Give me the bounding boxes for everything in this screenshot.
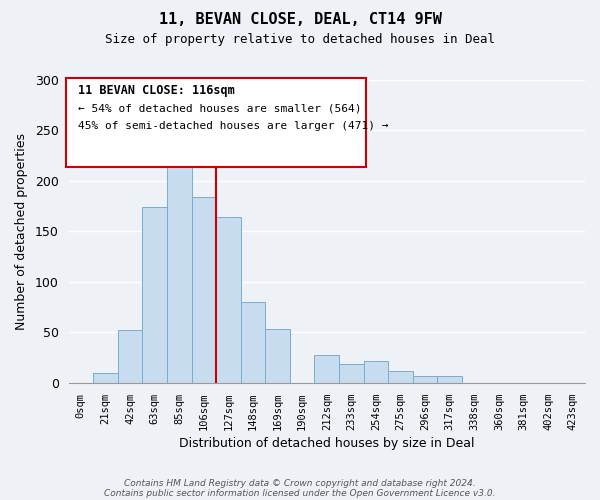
Text: Size of property relative to detached houses in Deal: Size of property relative to detached ho… — [105, 32, 495, 46]
Bar — [191, 197, 216, 383]
Bar — [413, 376, 437, 383]
Text: Contains HM Land Registry data © Crown copyright and database right 2024.: Contains HM Land Registry data © Crown c… — [124, 478, 476, 488]
Bar — [118, 330, 142, 383]
Bar — [93, 372, 118, 383]
Bar — [167, 156, 191, 383]
Bar — [216, 218, 241, 383]
Bar — [437, 376, 462, 383]
Text: ← 54% of detached houses are smaller (564): ← 54% of detached houses are smaller (56… — [77, 103, 361, 113]
Bar — [241, 302, 265, 383]
Bar — [265, 330, 290, 383]
Bar — [142, 207, 167, 383]
Text: 11, BEVAN CLOSE, DEAL, CT14 9FW: 11, BEVAN CLOSE, DEAL, CT14 9FW — [158, 12, 442, 28]
Bar — [364, 360, 388, 383]
Text: Contains public sector information licensed under the Open Government Licence v3: Contains public sector information licen… — [104, 488, 496, 498]
Bar — [314, 354, 339, 383]
Y-axis label: Number of detached properties: Number of detached properties — [15, 133, 28, 330]
X-axis label: Distribution of detached houses by size in Deal: Distribution of detached houses by size … — [179, 437, 475, 450]
Text: 45% of semi-detached houses are larger (471) →: 45% of semi-detached houses are larger (… — [77, 120, 388, 130]
Bar — [339, 364, 364, 383]
Text: 11 BEVAN CLOSE: 116sqm: 11 BEVAN CLOSE: 116sqm — [77, 84, 234, 97]
Bar — [388, 370, 413, 383]
